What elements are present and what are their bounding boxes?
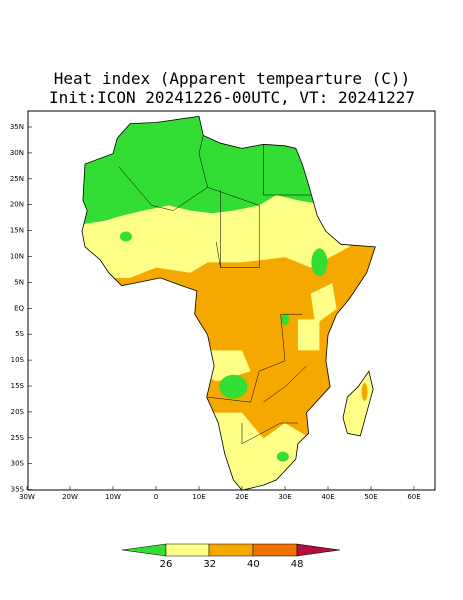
lon-label: 0 bbox=[154, 493, 158, 501]
colorbar-label: 48 bbox=[291, 559, 304, 570]
lat-label: 20S bbox=[11, 408, 25, 416]
region-green bbox=[119, 231, 132, 242]
lat-label: 25S bbox=[11, 434, 25, 442]
border bbox=[207, 313, 303, 403]
border bbox=[263, 365, 307, 403]
border bbox=[263, 144, 311, 196]
colorbar-swatch bbox=[121, 543, 167, 557]
region-green bbox=[219, 374, 248, 399]
lat-label: 25N bbox=[10, 175, 24, 183]
lat-label: 20N bbox=[10, 201, 24, 209]
colorbar-swatch bbox=[208, 543, 254, 557]
lon-label: 40E bbox=[321, 493, 334, 501]
map bbox=[81, 115, 376, 491]
subtitle: Init:ICON 20241226-00UTC, VT: 20241227 bbox=[49, 88, 415, 107]
colorbar-swatch bbox=[165, 543, 210, 557]
lon-label: 20W bbox=[62, 493, 78, 501]
border bbox=[241, 422, 298, 445]
region-yellow bbox=[190, 412, 311, 491]
madagascar-orange bbox=[361, 382, 368, 401]
lat-label: 30S bbox=[11, 460, 25, 468]
coastline bbox=[81, 115, 376, 491]
colorbar-swatch bbox=[252, 543, 298, 557]
lat-label: 35N bbox=[10, 123, 24, 131]
lon-label: 30E bbox=[278, 493, 291, 501]
lat-label: 5N bbox=[14, 278, 24, 286]
lat-label: 30N bbox=[10, 149, 24, 157]
border bbox=[198, 135, 208, 188]
lon-label: 10W bbox=[105, 493, 121, 501]
border bbox=[118, 166, 260, 268]
lat-label: 5S bbox=[15, 330, 24, 338]
title: Heat index (Apparent tempearture (C)) bbox=[54, 69, 410, 88]
region-yellow bbox=[310, 283, 337, 325]
lon-label: 60E bbox=[407, 493, 420, 501]
colorbar-swatch bbox=[296, 543, 341, 557]
colorbar-label: 40 bbox=[247, 559, 260, 570]
map-frame bbox=[27, 110, 436, 491]
lon-label: 10E bbox=[192, 493, 205, 501]
lon-label: 30W bbox=[19, 493, 35, 501]
axis-labels: 35N 30N 25N 20N 15N 10N 5N EQ 5S 10S 15S 20S 25S 30S 3… bbox=[10, 123, 421, 501]
lat-label: 10N bbox=[10, 253, 24, 261]
colorbar: 26 32 40 48 bbox=[121, 543, 341, 570]
lon-label: 20E bbox=[235, 493, 248, 501]
lat-label: EQ bbox=[14, 304, 24, 312]
lat-label: 10S bbox=[11, 356, 25, 364]
region-green bbox=[311, 248, 328, 277]
lat-label: 15S bbox=[11, 382, 25, 390]
madagascar bbox=[342, 370, 374, 437]
region-green bbox=[276, 451, 289, 462]
lat-label: 35S bbox=[11, 486, 25, 494]
colorbar-label: 26 bbox=[160, 559, 173, 570]
lat-label: 15N bbox=[10, 227, 24, 235]
colorbar-label: 32 bbox=[203, 559, 216, 570]
region-green bbox=[281, 313, 289, 326]
map-fill bbox=[82, 116, 376, 491]
region-yellow bbox=[297, 319, 320, 351]
lon-label: 50E bbox=[364, 493, 377, 501]
